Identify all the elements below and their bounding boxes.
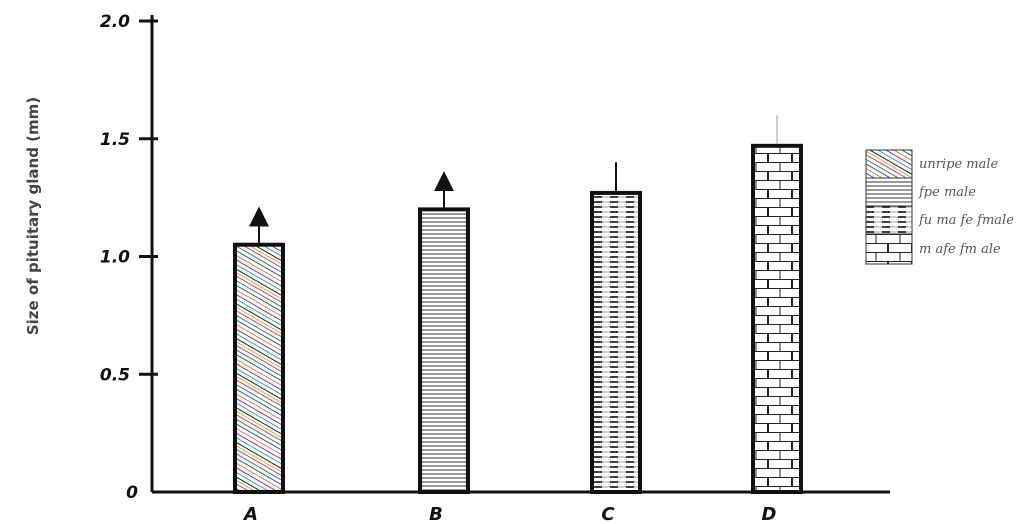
x-tick-label: A [242,504,258,524]
x-tick-label: C [601,504,615,524]
x-tick-label: B [429,504,443,524]
bar-b [418,207,470,494]
legend: unripe male fpe male fu ma fe fmale m af… [865,149,1014,265]
x-tick-labels: A B C D [242,504,776,524]
y-ticks: 0 0.5 1.0 1.5 2.0 [100,12,158,503]
legend-swatch-2 [865,177,913,207]
y-axis-label: Size of pituitary gland (mm) [24,97,42,335]
y-tick-label: 0 [126,483,138,503]
x-tick-label: D [762,504,777,524]
legend-label-1: unripe male [919,157,999,172]
bars [233,115,803,494]
bar-a [233,242,285,494]
legend-label-2: fpe male [918,185,976,200]
bar-d [751,143,803,494]
legend-swatch-1 [865,149,913,179]
y-tick-label: 0.5 [100,365,130,385]
legend-swatch-3 [865,205,913,235]
legend-label-4: m afe fm ale [919,242,1001,257]
legend-label-3: fu ma fe fmale [918,213,1014,228]
y-tick-label: 1.5 [100,130,130,150]
legend-swatch-4 [865,233,913,265]
y-tick-label: 2.0 [100,12,130,32]
bar-c [590,190,642,494]
y-tick-label: 1.0 [100,248,130,268]
